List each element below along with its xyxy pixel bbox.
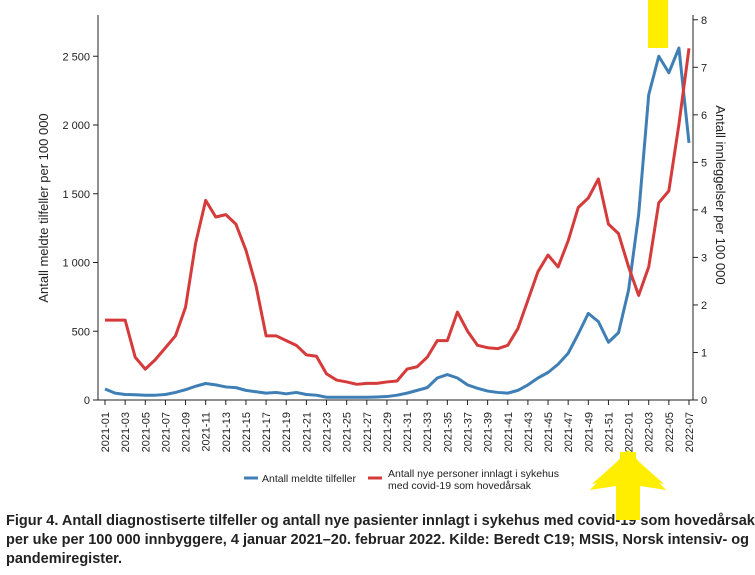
- x-tick-label: 2021-27: [362, 412, 374, 452]
- x-tick-label: 2021-41: [503, 412, 515, 452]
- y2-axis-title: Antall innleggelser per 100 000: [713, 105, 728, 284]
- x-tick-label: 2021-07: [160, 412, 172, 452]
- y-tick-label: 1 500: [62, 189, 90, 201]
- x-tick-label: 2021-43: [523, 412, 535, 452]
- highlight-arrow: [648, 0, 668, 48]
- x-tick-label: 2021-35: [442, 412, 454, 452]
- x-tick-label: 2021-21: [301, 412, 313, 452]
- y-tick-label: 2 000: [62, 120, 90, 132]
- x-tick-label: 2022-05: [664, 412, 676, 452]
- y-tick-label: 0: [84, 395, 90, 407]
- y2-tick-label: 8: [701, 15, 707, 27]
- y2-tick-label: 2: [701, 300, 707, 312]
- y-tick-label: 1 000: [62, 258, 90, 270]
- x-tick-label: 2021-51: [603, 412, 615, 452]
- x-tick-label: 2021-19: [281, 412, 293, 452]
- x-tick-label: 2021-17: [261, 412, 273, 452]
- x-tick-label: 2021-23: [322, 412, 334, 452]
- series-line: [104, 46, 691, 399]
- caption: Figur 4. Antall diagnostiserte tilfeller…: [6, 513, 755, 567]
- x-tick-label: 2021-49: [583, 412, 595, 452]
- x-tick-label: 2021-29: [382, 412, 394, 452]
- chart: Antall meldte tilfeller per 100 000 Anta…: [36, 15, 728, 485]
- y2-tick-label: 7: [701, 62, 707, 74]
- x-tick-label: 2021-05: [140, 412, 152, 452]
- x-tick-label: 2021-39: [483, 412, 495, 452]
- x-tick-label: 2021-47: [563, 412, 575, 452]
- x-tick-label: 2021-01: [100, 412, 112, 452]
- legend-label: Antall nye personer innlagt i sykehus me…: [388, 468, 560, 492]
- y-tick-label: 500: [72, 326, 90, 338]
- legend-label: Antall meldte tilfeller: [262, 473, 356, 485]
- x-tick-label: 2021-31: [402, 412, 414, 452]
- x-tick-label: 2022-01: [624, 412, 636, 452]
- x-tick-label: 2021-09: [181, 412, 193, 452]
- y2-tick-label: 4: [701, 205, 707, 217]
- y2-tick-label: 1: [701, 347, 707, 359]
- series-line: [105, 48, 691, 386]
- y2-tick-label: 0: [701, 395, 707, 407]
- x-tick-label: 2021-15: [241, 412, 253, 452]
- x-tick-label: 2021-13: [221, 412, 233, 452]
- y-axis-title: Antall meldte tilfeller per 100 000: [36, 113, 51, 302]
- highlight-arrow: [590, 450, 666, 520]
- y2-tick-label: 6: [701, 110, 707, 122]
- x-tick-label: 2021-37: [462, 412, 474, 452]
- x-tick-label: 2021-25: [342, 412, 354, 452]
- y2-tick-label: 5: [701, 157, 707, 169]
- x-tick-label: 2021-33: [422, 412, 434, 452]
- y2-tick-label: 3: [701, 252, 707, 264]
- x-tick-label: 2022-03: [644, 412, 656, 452]
- x-tick-label: 2022-07: [684, 412, 696, 452]
- x-tick-label: 2021-03: [120, 412, 132, 452]
- x-tick-label: 2021-45: [543, 412, 555, 452]
- x-tick-label: 2021-11: [201, 412, 213, 452]
- y-tick-label: 2 500: [62, 51, 90, 63]
